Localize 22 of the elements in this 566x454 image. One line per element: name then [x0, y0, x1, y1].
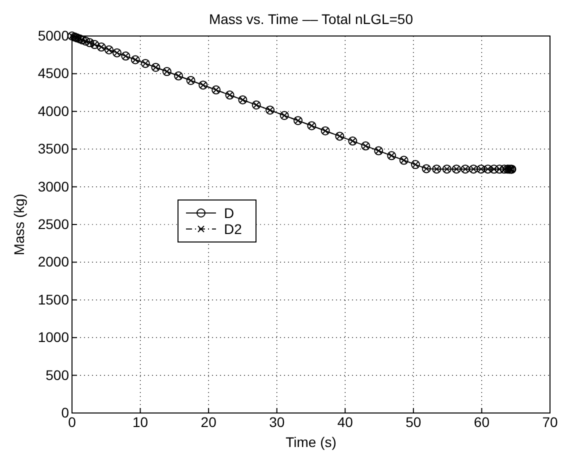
- legend-label: D: [224, 205, 234, 221]
- x-tick-label: 40: [337, 414, 354, 430]
- y-tick-label: 3500: [38, 140, 70, 157]
- y-axis-title: Mass (kg): [11, 194, 27, 256]
- x-tick-label: 30: [269, 414, 285, 430]
- x-axis-title: Time (s): [286, 434, 336, 450]
- x-tick-label: 50: [406, 414, 422, 430]
- y-tick-label: 2500: [38, 216, 70, 232]
- legend-label: D2: [224, 221, 242, 237]
- y-tick-label: 3000: [38, 178, 70, 194]
- y-tick-label: 4500: [38, 65, 70, 82]
- x-tick-label: 60: [474, 414, 490, 430]
- y-tick-label: 5000: [38, 27, 70, 44]
- y-tick-label: 1000: [38, 329, 70, 346]
- y-tick-label: 500: [46, 366, 70, 383]
- x-tick-label: 10: [132, 414, 148, 430]
- y-tick-label: 2000: [38, 254, 70, 270]
- chart-title: Mass vs. Time –– Total nLGL=50: [208, 11, 414, 27]
- x-tick-label: 20: [200, 414, 217, 430]
- y-tick-label: 1500: [38, 291, 70, 308]
- y-tick-label: 4000: [38, 102, 70, 119]
- x-tick-label: 70: [542, 414, 558, 430]
